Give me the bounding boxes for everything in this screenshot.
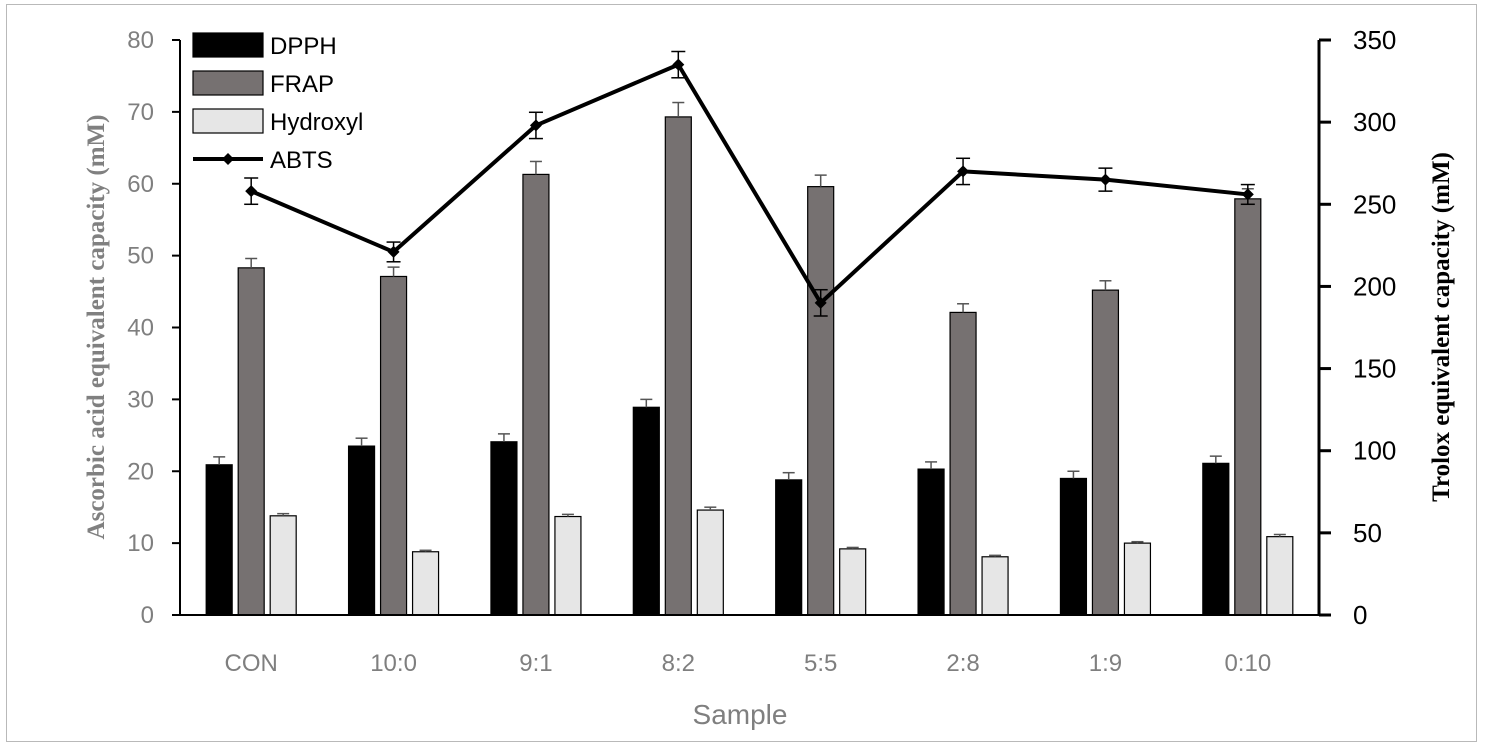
x-category-label: 9:1	[519, 650, 552, 677]
dpph-bar-1	[205, 464, 233, 616]
dpph-bar-6	[917, 468, 945, 616]
frap-bar-2	[379, 275, 408, 616]
dpph-bar-4	[632, 406, 660, 616]
abts-line-layer	[244, 50, 1255, 317]
right-y-axis-label: Trolox equivalent capacity (mM)	[1428, 152, 1455, 502]
legend-label-dpph: DPPH	[270, 33, 337, 60]
frap-bar-7	[1091, 289, 1120, 616]
abts-line	[250, 62, 1249, 305]
abts-marker-1	[245, 185, 258, 198]
left-y-tick-label: 60	[127, 171, 154, 198]
dpph-bar-8	[1202, 462, 1230, 616]
abts-marker-5	[814, 296, 827, 309]
left-y-tick-label: 50	[127, 243, 154, 270]
dpph-bar-2	[347, 445, 376, 616]
hydroxyl-bar-6	[981, 556, 1009, 616]
legend-marker-abts	[222, 153, 234, 165]
legend-swatch-frap	[192, 70, 264, 96]
frap-bar-8	[1234, 198, 1262, 616]
hydroxyl-bar-2	[411, 551, 440, 616]
x-axis-label: Sample	[693, 699, 788, 730]
left-y-tick-label: 70	[127, 99, 154, 126]
x-category-label: 0:10	[1224, 650, 1271, 677]
hydroxyl-bar-4	[696, 509, 724, 616]
right-y-tick-label: 0	[1353, 600, 1367, 630]
frap-bar-3	[522, 173, 550, 616]
right-y-tick-label: 50	[1353, 518, 1382, 548]
right-y-tick-label: 350	[1353, 25, 1396, 55]
left-y-tick-label: 40	[127, 315, 154, 342]
x-category-label: 10:0	[370, 650, 417, 677]
left-y-axis-label: Ascorbic acid equivalent capacity (mM)	[83, 115, 110, 540]
right-y-tick-label: 100	[1353, 436, 1396, 466]
hydroxyl-bar-1	[269, 515, 297, 616]
left-y-tick-label: 80	[127, 27, 154, 54]
legend-swatch-hydroxyl	[192, 108, 264, 134]
hydroxyl-bar-5	[839, 548, 867, 616]
abts-marker-3	[529, 119, 542, 132]
abts-marker-8	[1241, 188, 1254, 201]
left-y-tick-label: 0	[141, 602, 154, 629]
right-y-tick-label: 200	[1353, 271, 1396, 301]
abts-marker-6	[957, 165, 970, 178]
frap-bar-4	[664, 116, 692, 616]
left-y-tick-label: 10	[127, 530, 154, 557]
hydroxyl-bar-7	[1123, 542, 1152, 616]
frap-bar-6	[949, 311, 977, 616]
legend-swatch-dpph	[192, 32, 264, 58]
abts-marker-7	[1099, 173, 1112, 186]
right-y-tick-label: 300	[1353, 107, 1396, 137]
hydroxyl-bar-8	[1266, 536, 1294, 616]
left-y-tick-label: 20	[127, 458, 154, 485]
hydroxyl-bar-3	[554, 515, 582, 616]
legend-label-abts: ABTS	[270, 147, 333, 174]
bars-layer	[205, 116, 1294, 616]
x-category-label: CON	[225, 650, 278, 677]
dpph-bar-7	[1059, 477, 1088, 616]
error-bars-layer	[213, 101, 1286, 557]
labels-layer: 0 10 20 30 40 50 60 70 80 0 50 100 150 200 250 300 350 CO…	[127, 25, 1396, 677]
chart-frame	[6, 4, 1477, 742]
right-y-tick-label: 150	[1353, 354, 1396, 384]
legend-label-hydroxyl: Hydroxyl	[270, 109, 363, 136]
abts-marker-4	[672, 58, 685, 71]
dpph-bar-3	[490, 441, 518, 616]
frap-bar-5	[807, 186, 835, 616]
x-category-label: 1:9	[1089, 650, 1122, 677]
legend-label-frap: FRAP	[270, 71, 334, 98]
axes-layer	[172, 38, 1331, 617]
legend: DPPH FRAP Hydroxyl ABTS	[192, 32, 363, 174]
x-category-label: 5:5	[804, 650, 837, 677]
frap-bar-1	[237, 267, 265, 616]
x-category-label: 8:2	[662, 650, 695, 677]
x-category-label: 2:8	[946, 650, 979, 677]
abts-marker-2	[387, 245, 400, 258]
right-y-tick-label: 250	[1353, 189, 1396, 219]
dpph-bar-5	[775, 479, 803, 616]
left-y-tick-label: 30	[127, 386, 154, 413]
